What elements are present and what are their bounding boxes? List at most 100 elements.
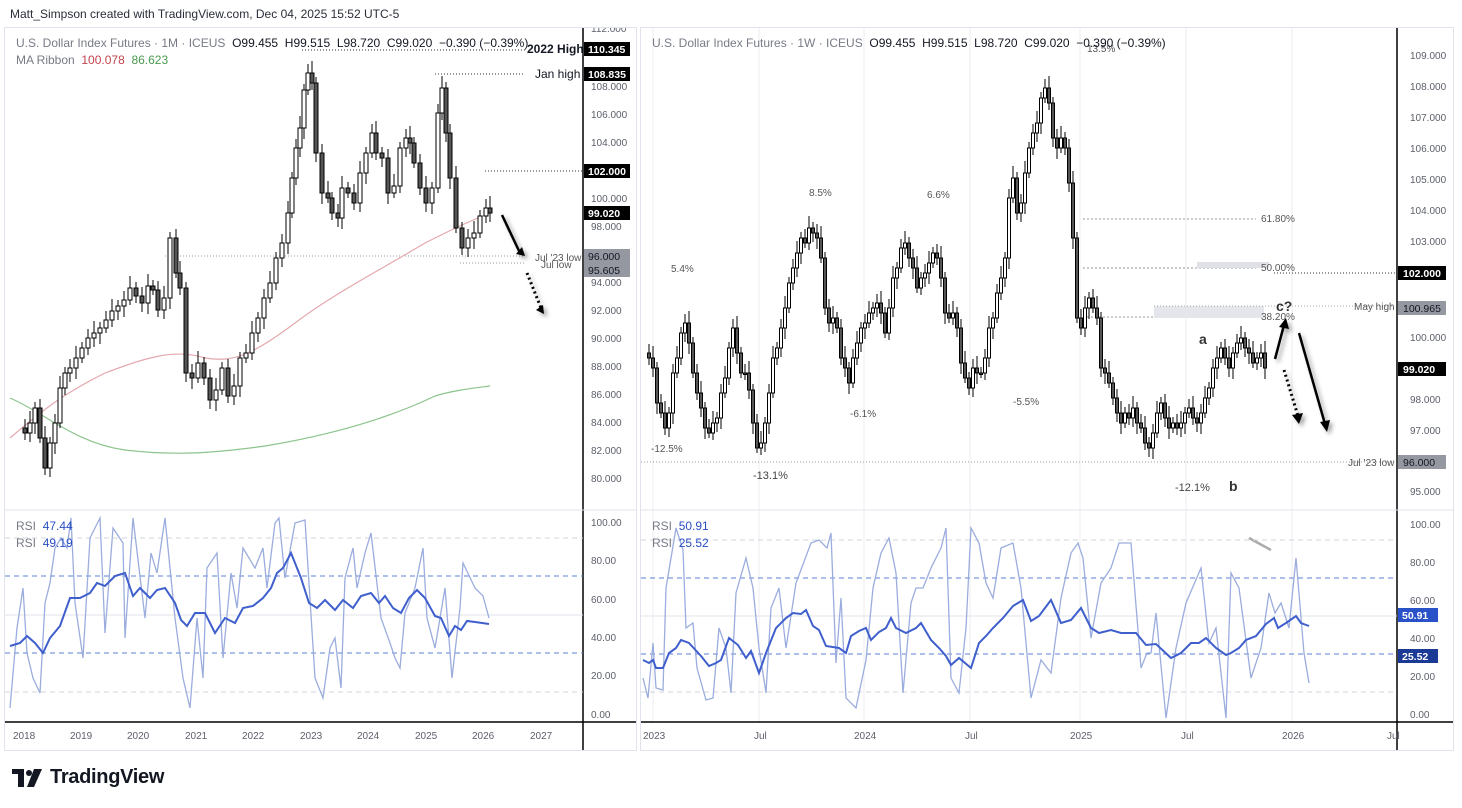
monthly-rsi-legend-2[interactable]: RSI 49.19 <box>16 536 73 550</box>
badge-jul23-low: 96.000 <box>588 251 620 263</box>
monthly-rsi2-value: 49.19 <box>42 536 73 550</box>
svg-text:105.000: 105.000 <box>1410 175 1447 186</box>
svg-text:2027: 2027 <box>530 731 553 742</box>
svg-text:98.000: 98.000 <box>591 222 622 233</box>
svg-text:60.00: 60.00 <box>591 595 616 606</box>
svg-text:107.000: 107.000 <box>1410 113 1447 124</box>
weekly-low: L98.720 <box>974 36 1018 50</box>
svg-text:92.000: 92.000 <box>591 306 622 317</box>
monthly-chart-canvas[interactable]: 2022 High Jan high Jul '23 low Jul low 1… <box>5 28 636 750</box>
ma-fast-value: 100.078 <box>81 53 125 67</box>
badge-jan-high: 108.835 <box>588 69 626 81</box>
fib-618-label: 61.80% <box>1261 214 1295 225</box>
weekly-change: −0.390 (−0.39%) <box>1076 36 1166 50</box>
weekly-high: H99.515 <box>922 36 968 50</box>
weekly-rsi-pane[interactable]: 100.00 80.00 60.00 40.00 20.00 0.00 50.9… <box>641 520 1441 721</box>
fib-50-label: 50.00% <box>1261 263 1295 274</box>
weekly-symbol-legend[interactable]: U.S. Dollar Index Futures · 1W · ICEUS O… <box>652 36 1166 50</box>
weekly-chart-canvas[interactable]: 61.80% 50.00% 38.20% May high Jul '23 lo… <box>641 28 1453 750</box>
weekly-chart-panel[interactable]: 61.80% 50.00% 38.20% May high Jul '23 lo… <box>640 27 1454 751</box>
svg-text:100.000: 100.000 <box>591 194 628 205</box>
svg-text:2021: 2021 <box>185 731 208 742</box>
swing-label: 8.5% <box>809 188 832 199</box>
monthly-symbol-legend[interactable]: U.S. Dollar Index Futures · 1M · ICEUS O… <box>16 36 528 50</box>
monthly-chart-panel[interactable]: 2022 High Jan high Jul '23 low Jul low 1… <box>4 27 637 751</box>
weekly-close: C99.020 <box>1024 36 1070 50</box>
svg-text:20.00: 20.00 <box>1410 672 1435 683</box>
tradingview-logo[interactable]: TradingView <box>12 766 164 789</box>
rsi-badge-2: 25.52 <box>1402 651 1428 663</box>
svg-text:100.00: 100.00 <box>591 518 622 529</box>
ma-ribbon-label: MA Ribbon <box>16 53 75 67</box>
monthly-rsi1-value: 47.44 <box>42 519 73 533</box>
svg-text:80.000: 80.000 <box>591 474 622 485</box>
swing-label: -13.1% <box>753 470 788 482</box>
monthly-change: −0.390 (−0.39%) <box>438 36 529 50</box>
wave-label-c: c? <box>1276 298 1292 314</box>
svg-text:Jul: Jul <box>1181 731 1194 742</box>
ma-ribbon-legend[interactable]: MA Ribbon 100.078 86.623 <box>16 53 168 67</box>
weekly-time-axis[interactable]: 2023 Jul 2024 Jul 2025 Jul 2026 Jul <box>643 731 1400 742</box>
label-jul23-low: Jul '23 low <box>535 253 582 264</box>
monthly-time-axis[interactable]: 2018 2019 2020 2021 2022 2023 2024 2025 … <box>13 731 553 742</box>
svg-text:2020: 2020 <box>127 731 150 742</box>
swing-label: 13.5% <box>1087 44 1115 55</box>
label-jul-low: Jul low <box>541 260 572 271</box>
svg-text:82.000: 82.000 <box>591 446 622 457</box>
label-jul23-low-weekly: Jul '23 low <box>1348 458 1395 469</box>
badge-jul23-low-weekly: 96.000 <box>1403 457 1435 469</box>
label-jan-high: Jan high <box>535 67 580 81</box>
swing-label: -5.5% <box>1013 397 1039 408</box>
badge-102: 102.000 <box>588 166 626 178</box>
rsi-badge-1: 50.91 <box>1402 610 1428 622</box>
svg-text:2019: 2019 <box>70 731 93 742</box>
tradingview-wordmark: TradingView <box>50 766 165 788</box>
weekly-open: O99.455 <box>869 36 916 50</box>
monthly-open: O99.455 <box>232 36 279 50</box>
weekly-rsi2-value: 25.52 <box>678 536 709 550</box>
svg-text:2023: 2023 <box>300 731 323 742</box>
weekly-rsi-legend-1[interactable]: RSI 50.91 <box>652 519 709 533</box>
monthly-low: L98.720 <box>336 36 381 50</box>
svg-text:97.000: 97.000 <box>1410 426 1441 437</box>
swing-label: 6.6% <box>927 190 950 201</box>
badge-102-weekly: 102.000 <box>1403 268 1441 280</box>
svg-text:108.000: 108.000 <box>591 82 628 93</box>
monthly-price-axis[interactable]: 112.000 108.000 106.000 104.000 100.000 … <box>591 28 628 485</box>
weekly-rsi1-value: 50.91 <box>678 519 709 533</box>
wave-label-a: a <box>1199 331 1207 347</box>
badge-close: 99.020 <box>588 208 620 220</box>
tradingview-logo-icon <box>12 768 44 787</box>
svg-text:2023: 2023 <box>643 731 666 742</box>
swing-label: -12.5% <box>651 444 683 455</box>
svg-text:40.00: 40.00 <box>591 633 616 644</box>
svg-text:2024: 2024 <box>357 731 380 742</box>
monthly-rsi-legend-1[interactable]: RSI 47.44 <box>16 519 73 533</box>
swing-label: 5.4% <box>671 264 694 275</box>
label-2022-high: 2022 High <box>527 42 584 56</box>
monthly-rsi-pane[interactable]: 100.00 80.00 60.00 40.00 20.00 0.00 <box>5 515 622 721</box>
badge-jul-low: 95.605 <box>588 265 620 277</box>
badge-close-weekly: 99.020 <box>1403 364 1435 376</box>
svg-text:88.000: 88.000 <box>591 362 622 373</box>
weekly-symbol: U.S. Dollar Index Futures · 1W · ICEUS <box>652 36 863 50</box>
svg-text:60.00: 60.00 <box>1410 596 1435 607</box>
svg-text:2025: 2025 <box>1070 731 1093 742</box>
svg-text:0.00: 0.00 <box>1410 710 1430 721</box>
monthly-symbol: U.S. Dollar Index Futures · 1M · ICEUS <box>16 36 226 50</box>
svg-text:106.000: 106.000 <box>1410 144 1447 155</box>
svg-text:94.000: 94.000 <box>591 278 622 289</box>
svg-text:98.000: 98.000 <box>1410 395 1441 406</box>
swing-label: -6.1% <box>850 409 876 420</box>
weekly-rsi-legend-2[interactable]: RSI 25.52 <box>652 536 709 550</box>
svg-text:95.000: 95.000 <box>1410 487 1441 498</box>
svg-text:2024: 2024 <box>854 731 877 742</box>
svg-text:2026: 2026 <box>1282 731 1305 742</box>
svg-text:80.00: 80.00 <box>1410 558 1435 569</box>
svg-text:Jul: Jul <box>754 731 767 742</box>
svg-text:40.00: 40.00 <box>1410 634 1435 645</box>
fib-382-label: 38.20% <box>1261 312 1295 323</box>
weekly-price-axis[interactable]: 109.000 108.000 107.000 106.000 105.000 … <box>1410 51 1447 498</box>
svg-text:20.00: 20.00 <box>591 671 616 682</box>
wave-label-b: b <box>1229 478 1238 494</box>
